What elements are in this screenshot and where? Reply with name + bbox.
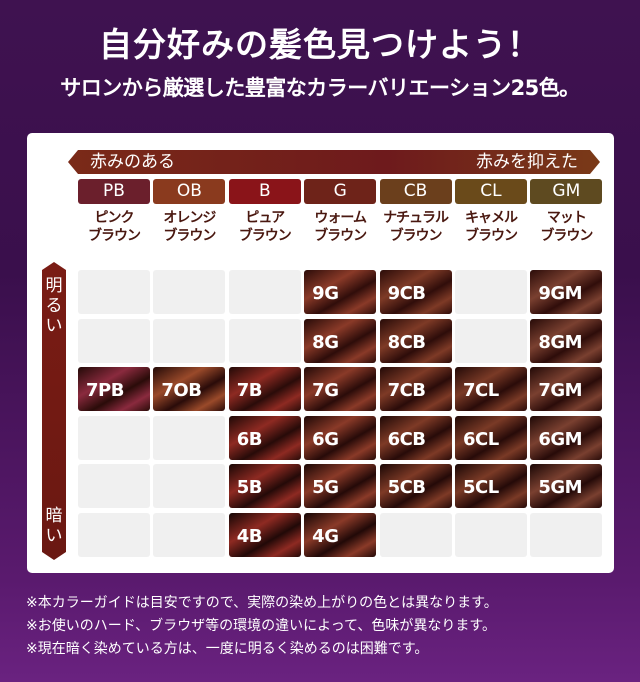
category-name-line: ウォーム bbox=[314, 210, 367, 226]
category-name: ピュア ブラウン bbox=[229, 209, 301, 245]
category-name: ピンク ブラウン bbox=[78, 209, 150, 245]
color-swatch-9cb[interactable]: 9CB bbox=[380, 270, 452, 314]
color-swatch-6g[interactable]: 6G bbox=[304, 416, 377, 460]
color-swatch-8g[interactable]: 8G bbox=[304, 319, 377, 363]
category-names: ピンク ブラウン オレンジ ブラウン ピュア ブラウン ウォーム ブラウン ナチュラル ブラウンキ… bbox=[78, 209, 602, 245]
color-swatch-5b[interactable]: 5B bbox=[229, 464, 301, 508]
redness-axis-left-label: 赤みのある bbox=[90, 152, 175, 172]
empty-cell bbox=[153, 270, 226, 314]
empty-cell bbox=[228, 270, 301, 314]
category-name-line: オレンジ bbox=[163, 210, 216, 226]
empty-cell bbox=[454, 318, 527, 363]
category-name: オレンジ ブラウン bbox=[153, 209, 225, 245]
empty-cell bbox=[228, 318, 301, 363]
color-swatch-4b[interactable]: 4B bbox=[229, 513, 301, 557]
category-badge-gm: GM bbox=[530, 179, 603, 204]
category-badge-cb: CB bbox=[379, 179, 452, 204]
empty-cell bbox=[379, 512, 452, 557]
category-name-line: ピンク bbox=[94, 210, 135, 226]
category-badges: PB OB B G CB CL GM bbox=[78, 179, 603, 204]
category-name-line: ブラウン bbox=[389, 228, 443, 244]
note: ※本カラーガイドは目安ですので、実際の染め上がりの色とは異なります。 bbox=[26, 595, 498, 611]
color-swatch-7gm[interactable]: 7GM bbox=[530, 367, 603, 411]
color-swatch-5gm[interactable]: 5GM bbox=[530, 464, 603, 508]
empty-cell bbox=[153, 415, 226, 460]
category-name: マット ブラウン bbox=[530, 209, 602, 245]
redness-axis-arrow: 赤みのある 赤みを抑えた bbox=[68, 150, 600, 174]
empty-cell bbox=[78, 318, 150, 363]
color-swatch-5cb[interactable]: 5CB bbox=[380, 464, 452, 508]
category-name: ナチュラル ブラウン bbox=[380, 209, 452, 245]
color-swatch-5cl[interactable]: 5CL bbox=[455, 464, 527, 508]
brightness-axis-bottom-label: 暗い bbox=[45, 506, 63, 546]
category-badge-pb: PB bbox=[78, 179, 150, 204]
color-swatch-6gm[interactable]: 6GM bbox=[530, 416, 603, 460]
empty-cell bbox=[454, 270, 527, 314]
color-swatch-8gm[interactable]: 8GM bbox=[530, 319, 603, 363]
empty-cell bbox=[78, 270, 150, 314]
note: ※現在暗く染めている方は、一度に明るく染めるのは困難です。 bbox=[26, 641, 429, 657]
color-swatch-6cb[interactable]: 6CB bbox=[380, 416, 452, 460]
category-badge-ob: OB bbox=[153, 179, 226, 204]
color-swatch-4g[interactable]: 4G bbox=[304, 513, 377, 557]
color-swatch-9g[interactable]: 9G bbox=[304, 270, 377, 314]
empty-cell bbox=[78, 415, 150, 460]
empty-cell bbox=[153, 318, 226, 363]
brightness-axis-top-label: 明るい bbox=[45, 276, 63, 336]
category-name: ウォーム ブラウン bbox=[304, 209, 376, 245]
color-swatch-7b[interactable]: 7B bbox=[229, 367, 301, 411]
color-guide-panel: 赤みのある 赤みを抑えた PB OB B G CB CL GM ピンク ブラウン オレンジ ブラウ… bbox=[27, 133, 614, 573]
page-title: 自分好みの髪色見つけよう！ bbox=[99, 25, 541, 64]
empty-cell bbox=[153, 512, 226, 557]
empty-cell bbox=[530, 512, 603, 557]
color-swatch-6cl[interactable]: 6CL bbox=[455, 416, 527, 460]
category-name-line: ブラウン bbox=[464, 228, 518, 244]
redness-axis-right-label: 赤みを抑えた bbox=[476, 152, 578, 172]
color-swatch-7g[interactable]: 7G bbox=[304, 367, 377, 411]
color-swatch-7pb[interactable]: 7PB bbox=[78, 367, 150, 411]
category-name: キャメル ブラウン bbox=[455, 209, 527, 245]
note: ※お使いのハード、ブラウザ等の環境の違いによって、色味が異なります。 bbox=[26, 618, 496, 634]
color-swatch-7ob[interactable]: 7OB bbox=[153, 367, 226, 411]
category-name-line: ブラウン bbox=[163, 228, 216, 244]
category-badge-g: G bbox=[304, 179, 377, 204]
empty-cell bbox=[153, 464, 226, 508]
color-swatch-8cb[interactable]: 8CB bbox=[380, 319, 452, 363]
category-name-line: ナチュラル bbox=[383, 210, 449, 226]
color-grid: 9G 9CB 9GM 8G 8CB 8GM 7PB 7OB 7B 7G 7CB 7CL 7GM 6B 6G 6… bbox=[78, 270, 603, 557]
category-name-line: ピュア bbox=[245, 210, 285, 226]
empty-cell bbox=[454, 512, 527, 557]
disclaimer-notes: ※本カラーガイドは目安ですので、実際の染め上がりの色とは異なります。 ※お使いの… bbox=[26, 592, 498, 661]
page-subtitle: サロンから厳選した豊富なカラーバリエーション25色。 bbox=[60, 76, 580, 100]
category-name-line: ブラウン bbox=[238, 228, 292, 244]
empty-cell bbox=[78, 464, 150, 508]
empty-cell bbox=[78, 512, 150, 557]
category-name-line: ブラウン bbox=[314, 228, 367, 244]
category-name-line: マット bbox=[546, 210, 587, 226]
color-swatch-9gm[interactable]: 9GM bbox=[530, 270, 603, 314]
category-badge-b: B bbox=[228, 179, 301, 204]
category-badge-cl: CL bbox=[454, 179, 527, 204]
color-swatch-5g[interactable]: 5G bbox=[304, 464, 377, 508]
brightness-axis-arrow: 明るい 暗い bbox=[42, 262, 66, 560]
color-swatch-6b[interactable]: 6B bbox=[229, 416, 301, 460]
category-name-line: ブラウン bbox=[88, 228, 141, 244]
category-name-line: ブラウン bbox=[540, 228, 593, 244]
color-swatch-7cl[interactable]: 7CL bbox=[455, 367, 527, 411]
color-swatch-7cb[interactable]: 7CB bbox=[380, 367, 452, 411]
category-name-line: キャメル bbox=[464, 210, 518, 226]
